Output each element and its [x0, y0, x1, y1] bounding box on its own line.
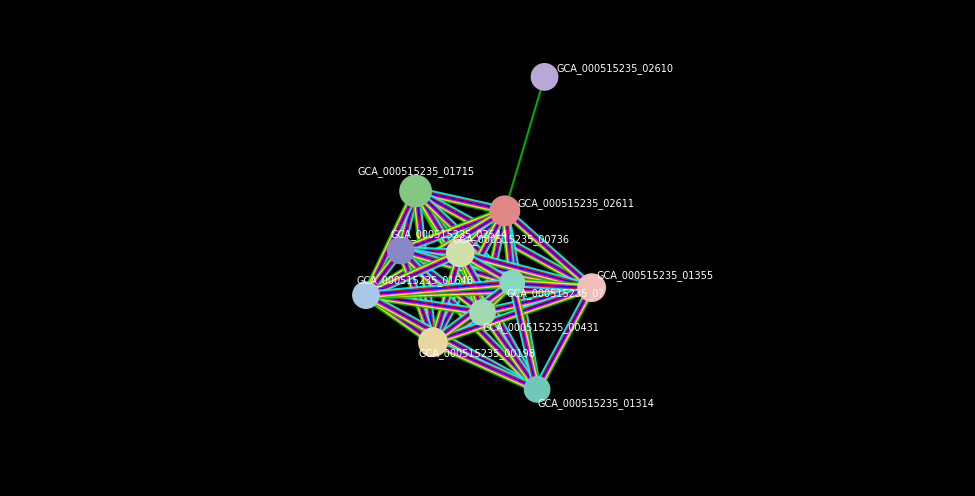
Text: GCA_000515235_02610: GCA_000515235_02610 — [557, 63, 674, 74]
Circle shape — [499, 270, 526, 296]
Text: GCA_000515235_01715: GCA_000515235_01715 — [357, 166, 474, 177]
Text: GCA_000515235_01314: GCA_000515235_01314 — [537, 398, 654, 409]
Circle shape — [418, 327, 448, 357]
Circle shape — [530, 63, 559, 91]
Text: GCA_000515235_02611: GCA_000515235_02611 — [518, 198, 635, 209]
Circle shape — [399, 175, 432, 207]
Text: GCA_000515235_01648: GCA_000515235_01648 — [356, 275, 473, 286]
Text: GCA_000515235_01355: GCA_000515235_01355 — [597, 270, 714, 281]
Circle shape — [469, 299, 496, 326]
Text: GCA_000515235_0?: GCA_000515235_0? — [506, 288, 604, 299]
Circle shape — [577, 273, 606, 302]
Circle shape — [489, 195, 521, 226]
Text: GCA_000515235_00431: GCA_000515235_00431 — [483, 322, 600, 333]
Text: GCA_000515235_00736: GCA_000515235_00736 — [452, 234, 569, 245]
Text: GCA_000515235_00198: GCA_000515235_00198 — [418, 348, 535, 359]
Circle shape — [352, 281, 380, 309]
Text: GCA_000515235_02544: GCA_000515235_02544 — [391, 229, 508, 240]
Circle shape — [387, 237, 414, 264]
Circle shape — [446, 239, 475, 267]
Circle shape — [524, 376, 551, 403]
